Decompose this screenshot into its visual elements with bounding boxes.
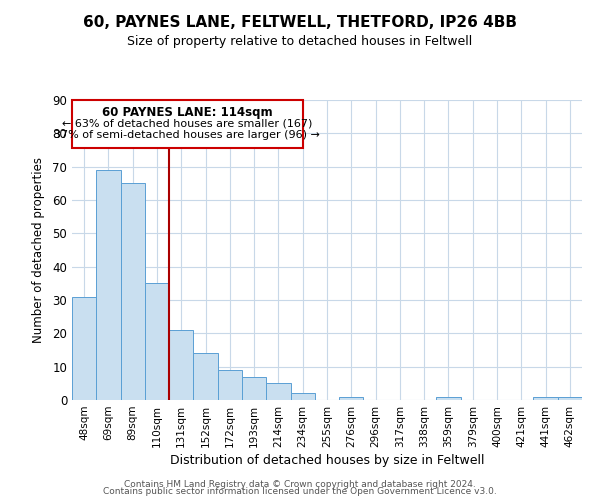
Bar xyxy=(533,396,558,400)
Bar xyxy=(72,296,96,400)
Bar xyxy=(339,396,364,400)
Text: 60 PAYNES LANE: 114sqm: 60 PAYNES LANE: 114sqm xyxy=(102,106,272,119)
Y-axis label: Number of detached properties: Number of detached properties xyxy=(32,157,46,343)
FancyBboxPatch shape xyxy=(72,100,303,148)
X-axis label: Distribution of detached houses by size in Feltwell: Distribution of detached houses by size … xyxy=(170,454,484,467)
Text: ← 63% of detached houses are smaller (167): ← 63% of detached houses are smaller (16… xyxy=(62,118,313,128)
Text: 37% of semi-detached houses are larger (96) →: 37% of semi-detached houses are larger (… xyxy=(55,130,320,140)
Bar xyxy=(169,330,193,400)
Bar xyxy=(242,376,266,400)
Bar xyxy=(96,170,121,400)
Bar xyxy=(218,370,242,400)
Text: Contains HM Land Registry data © Crown copyright and database right 2024.: Contains HM Land Registry data © Crown c… xyxy=(124,480,476,489)
Bar xyxy=(436,396,461,400)
Bar xyxy=(266,384,290,400)
Text: Size of property relative to detached houses in Feltwell: Size of property relative to detached ho… xyxy=(127,35,473,48)
Bar xyxy=(121,184,145,400)
Bar xyxy=(193,354,218,400)
Bar xyxy=(145,284,169,400)
Bar xyxy=(290,394,315,400)
Text: Contains public sector information licensed under the Open Government Licence v3: Contains public sector information licen… xyxy=(103,488,497,496)
Bar xyxy=(558,396,582,400)
Text: 60, PAYNES LANE, FELTWELL, THETFORD, IP26 4BB: 60, PAYNES LANE, FELTWELL, THETFORD, IP2… xyxy=(83,15,517,30)
